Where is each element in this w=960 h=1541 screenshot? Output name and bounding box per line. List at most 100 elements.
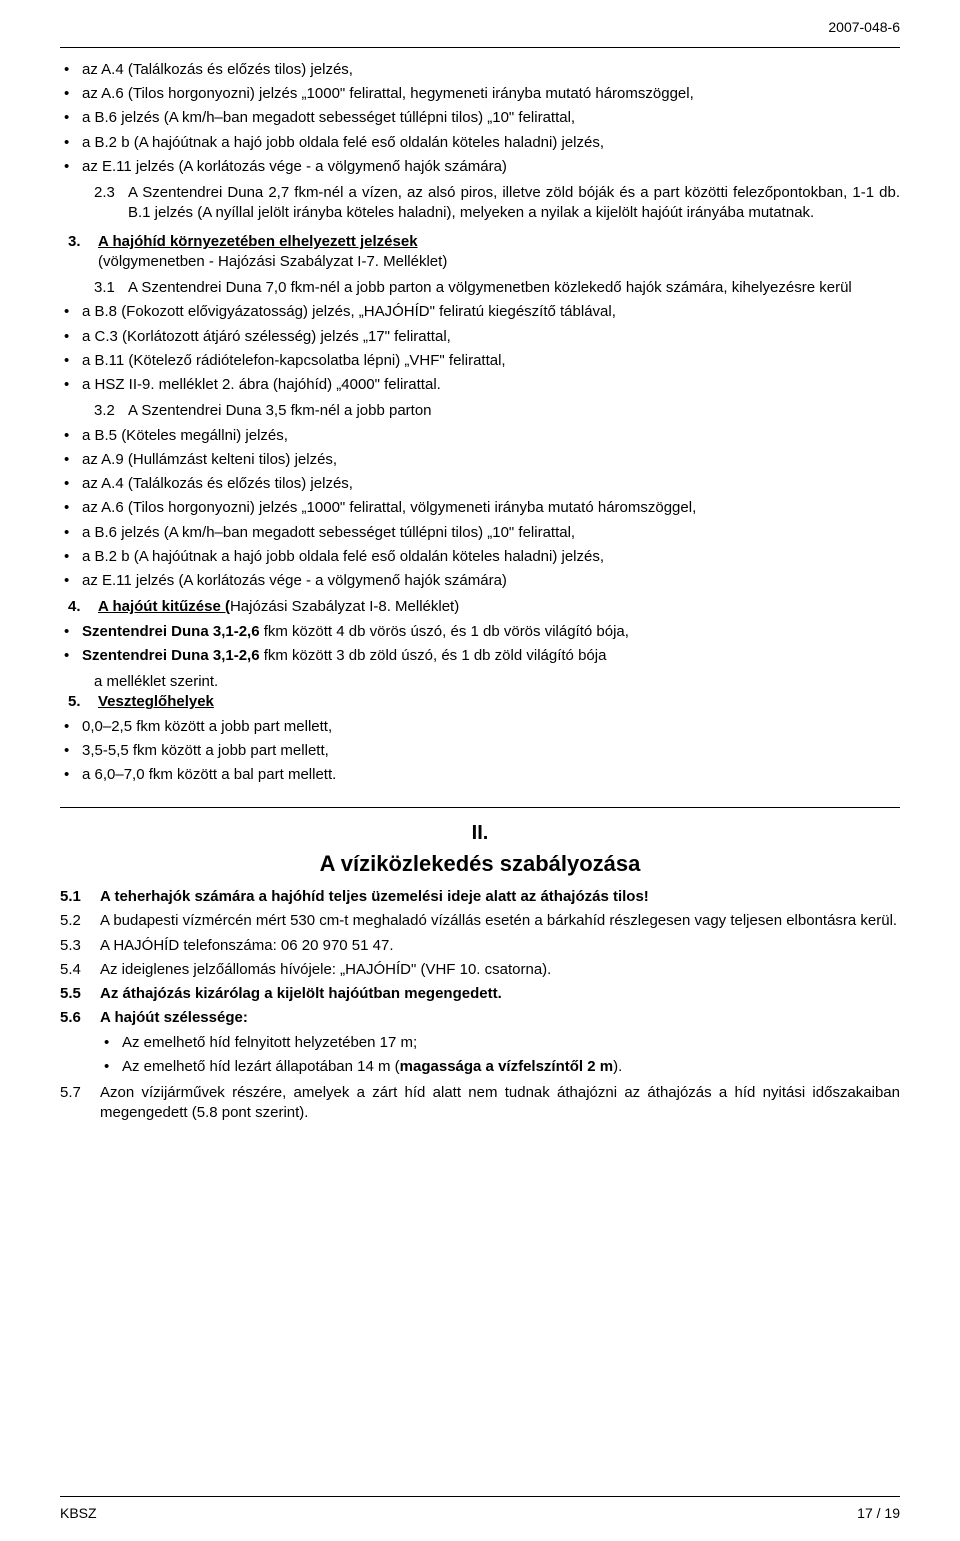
list-item: az E.11 jelzés (A korlátozás vége - a vö…	[60, 157, 900, 177]
list-item: a B.6 jelzés (A km/h–ban megadott sebess…	[60, 523, 900, 543]
bullets-3-1: a B.8 (Fokozott elővigyázatosság) jelzés…	[60, 302, 900, 395]
list-item: 3,5-5,5 fkm között a jobb part mellett,	[60, 741, 900, 761]
para-text: A Szentendrei Duna 2,7 fkm-nél a vízen, …	[128, 183, 900, 224]
para-5-1: 5.1 A teherhajók számára a hajóhíd telje…	[60, 887, 900, 907]
footer-right: 17 / 19	[857, 1504, 900, 1523]
top-bullet-list: az A.4 (Találkozás és előzés tilos) jelz…	[60, 60, 900, 177]
bullet-text: az A.6 (Tilos horgonyozni) jelzés „1000"…	[82, 499, 696, 516]
para-5-6: 5.6 A hajóút szélessége:	[60, 1008, 900, 1028]
list-item: az A.6 (Tilos horgonyozni) jelzés „1000"…	[60, 84, 900, 104]
list-item: Az emelhető híd lezárt állapotában 14 m …	[100, 1057, 900, 1077]
bullet-text: a B.2 b (A hajóútnak a hajó jobb oldala …	[82, 134, 604, 151]
list-item: Az emelhető híd felnyitott helyzetében 1…	[100, 1033, 900, 1053]
header-docnum: 2007-048-6	[60, 18, 900, 37]
para-number: 5.4	[60, 960, 100, 980]
section-heading: Veszteglőhelyek	[98, 692, 900, 712]
para-3-2: 3.2 A Szentendrei Duna 3,5 fkm-nél a job…	[94, 401, 900, 421]
para-number: 3.2	[94, 401, 128, 421]
bullet-text: az A.4 (Találkozás és előzés tilos) jelz…	[82, 61, 353, 78]
bullet-text: az A.6 (Tilos horgonyozni) jelzés „1000"…	[82, 85, 694, 102]
bullet-tail: fkm között 4 db vörös úszó, és 1 db vörö…	[260, 623, 629, 640]
section-number: 5.	[68, 692, 98, 712]
bullet-text: 3,5-5,5 fkm között a jobb part mellett,	[82, 742, 329, 759]
bullet-text: a B.2 b (A hajóútnak a hajó jobb oldala …	[82, 548, 604, 565]
section-number: 3.	[68, 232, 98, 273]
section-title-text: A hajóút kitűzése (	[98, 598, 230, 615]
bullet-text: az A.4 (Találkozás és előzés tilos) jelz…	[82, 475, 353, 492]
list-item: Szentendrei Duna 3,1-2,6 fkm között 4 db…	[60, 622, 900, 642]
section-ii-num: II.	[60, 820, 900, 847]
section-heading: A hajóút kitűzése (Hajózási Szabályzat I…	[98, 597, 900, 617]
para-text: A Szentendrei Duna 3,5 fkm-nél a jobb pa…	[128, 401, 900, 421]
list-item: a B.5 (Köteles megállni) jelzés,	[60, 426, 900, 446]
list-tail-text: a melléklet szerint.	[94, 672, 900, 692]
section-heading: A hajóhíd környezetében elhelyezett jelz…	[98, 232, 900, 273]
footer: KBSZ 17 / 19	[60, 1504, 900, 1523]
bullet-text-c: ).	[613, 1058, 622, 1075]
para-text: Az ideiglenes jelzőállomás hívójele: „HA…	[100, 960, 900, 980]
bullet-text: a 6,0–7,0 fkm között a bal part mellett.	[82, 766, 336, 783]
section-title-text: A hajóhíd környezetében elhelyezett jelz…	[98, 233, 418, 250]
list-item: a C.3 (Korlátozott átjáró szélesség) jel…	[60, 327, 900, 347]
bullets-4: Szentendrei Duna 3,1-2,6 fkm között 4 db…	[60, 622, 900, 667]
bullet-text: a B.11 (Kötelező rádiótelefon-kapcsolatb…	[82, 352, 506, 369]
para-text: A HAJÓHÍD telefonszáma: 06 20 970 51 47.	[100, 936, 900, 956]
list-item: 0,0–2,5 fkm között a jobb part mellett,	[60, 717, 900, 737]
bullet-text: az E.11 jelzés (A korlátozás vége - a vö…	[82, 158, 507, 175]
para-text: A teherhajók számára a hajóhíd teljes üz…	[100, 887, 900, 907]
bullet-text: a B.6 jelzés (A km/h–ban megadott sebess…	[82, 524, 575, 541]
bullet-text: a B.8 (Fokozott elővigyázatosság) jelzés…	[82, 302, 900, 322]
section-ii-title: A víziközlekedés szabályozása	[60, 849, 900, 879]
para-5-2: 5.2 A budapesti vízmércén mért 530 cm-t …	[60, 911, 900, 931]
para-3-1: 3.1 A Szentendrei Duna 7,0 fkm-nél a job…	[94, 278, 900, 298]
list-item: az A.6 (Tilos horgonyozni) jelzés „1000"…	[60, 498, 900, 518]
list-item: a B.2 b (A hajóútnak a hajó jobb oldala …	[60, 133, 900, 153]
para-5-4: 5.4 Az ideiglenes jelzőállomás hívójele:…	[60, 960, 900, 980]
bullets-5: 0,0–2,5 fkm között a jobb part mellett, …	[60, 717, 900, 786]
footer-rule	[60, 1496, 900, 1497]
page: 2007-048-6 az A.4 (Találkozás és előzés …	[0, 0, 960, 1541]
para-text: A Szentendrei Duna 7,0 fkm-nél a jobb pa…	[128, 278, 900, 298]
list-item: a B.11 (Kötelező rádiótelefon-kapcsolatb…	[60, 351, 900, 371]
para-text: Azon vízijárművek részére, amelyek a zár…	[100, 1083, 900, 1124]
para-2-3: 2.3 A Szentendrei Duna 2,7 fkm-nél a víz…	[94, 183, 900, 224]
para-number: 5.3	[60, 936, 100, 956]
para-5-5: 5.5 Az áthajózás kizárólag a kijelölt ha…	[60, 984, 900, 1004]
section-4-title: 4. A hajóút kitűzése (Hajózási Szabályza…	[68, 597, 900, 617]
bullet-text: a C.3 (Korlátozott átjáró szélesség) jel…	[82, 328, 451, 345]
para-number: 5.7	[60, 1083, 100, 1124]
para-number: 5.5	[60, 984, 100, 1004]
bullet-text: az A.9 (Hullámzást kelteni tilos) jelzés…	[82, 451, 337, 468]
para-5-7: 5.7 Azon vízijárművek részére, amelyek a…	[60, 1083, 900, 1124]
list-item: a HSZ II-9. melléklet 2. ábra (hajóhíd) …	[60, 375, 900, 395]
section-number: 4.	[68, 597, 98, 617]
para-text: A budapesti vízmércén mért 530 cm-t megh…	[100, 911, 900, 931]
mid-rule	[60, 807, 900, 808]
bullet-text: a B.5 (Köteles megállni) jelzés,	[82, 427, 288, 444]
list-item: az A.4 (Találkozás és előzés tilos) jelz…	[60, 474, 900, 494]
section-subtext: (völgymenetben - Hajózási Szabályzat I-7…	[98, 253, 447, 270]
bullet-strong: Szentendrei Duna 3,1-2,6	[82, 647, 260, 664]
bullet-text: a HSZ II-9. melléklet 2. ábra (hajóhíd) …	[82, 376, 441, 393]
para-number: 5.2	[60, 911, 100, 931]
section-3-title: 3. A hajóhíd környezetében elhelyezett j…	[68, 232, 900, 273]
bullet-text: 0,0–2,5 fkm között a jobb part mellett,	[82, 718, 332, 735]
list-item: a B.2 b (A hajóútnak a hajó jobb oldala …	[60, 547, 900, 567]
bullet-text-b: magassága a vízfelszíntől 2 m	[400, 1058, 613, 1075]
section-norm-text: Hajózási Szabályzat I-8. Melléklet)	[230, 598, 459, 615]
list-item: Szentendrei Duna 3,1-2,6 fkm között 3 db…	[60, 646, 900, 666]
list-item: az A.4 (Találkozás és előzés tilos) jelz…	[60, 60, 900, 80]
bullet-strong: Szentendrei Duna 3,1-2,6	[82, 623, 260, 640]
list-item: az E.11 jelzés (A korlátozás vége - a vö…	[60, 571, 900, 591]
bullet-text: az E.11 jelzés (A korlátozás vége - a vö…	[82, 572, 507, 589]
bullets-3-2: a B.5 (Köteles megállni) jelzés, az A.9 …	[60, 426, 900, 592]
section-5-title: 5. Veszteglőhelyek	[68, 692, 900, 712]
para-5-3: 5.3 A HAJÓHÍD telefonszáma: 06 20 970 51…	[60, 936, 900, 956]
list-item: a B.6 jelzés (A km/h–ban megadott sebess…	[60, 108, 900, 128]
para-number: 3.1	[94, 278, 128, 298]
para-text: Az áthajózás kizárólag a kijelölt hajóút…	[100, 984, 900, 1004]
list-item: a 6,0–7,0 fkm között a bal part mellett.	[60, 765, 900, 785]
bullet-text-a: Az emelhető híd lezárt állapotában 14 m …	[122, 1058, 400, 1075]
bullet-text: a B.6 jelzés (A km/h–ban megadott sebess…	[82, 109, 575, 126]
footer-left: KBSZ	[60, 1504, 97, 1523]
